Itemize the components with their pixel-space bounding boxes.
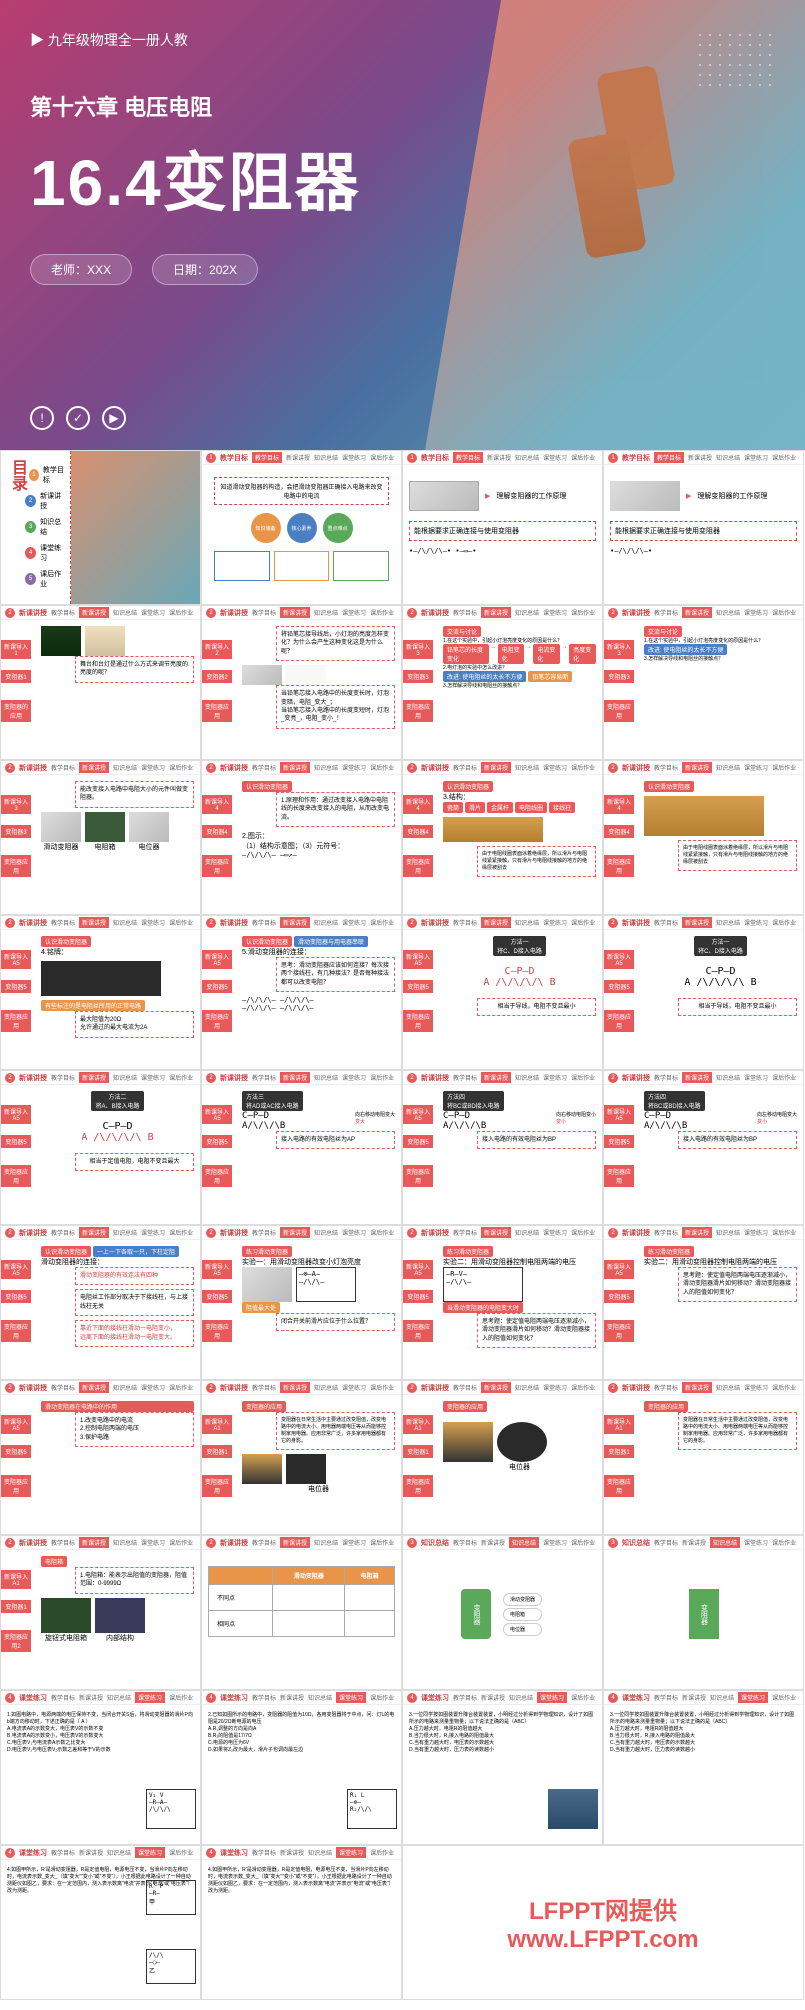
slide-13: 2新课讲授教学目标新课讲授知识总结课堂练习课后作业 新课导入A5变阻器5变阻器应…	[402, 915, 603, 1070]
toc-slide: 目录 1 教学目标 2 新课讲授 3 知识总结 4 课堂练习 5 课后作业	[0, 450, 201, 605]
slide-10b: 2新课讲授教学目标新课讲授知识总结课堂练习课后作业 新课导入4变阻器4变阻器应用…	[603, 760, 804, 915]
slide-6: 2新课讲授教学目标新课讲授知识总结课堂练习课后作业 新课导入2变阻器2变阻器应用…	[201, 605, 402, 760]
slide-22: 2新课讲授教学目标新课讲授知识总结课堂练习课后作业 新课导入A1变阻器1变阻器应…	[0, 1535, 201, 1690]
slide-17: 2新课讲授教学目标新课讲授知识总结课堂练习课后作业 新课导入A5变阻器5变阻器应…	[0, 1225, 201, 1380]
slide-5: 2新课讲授教学目标新课讲授知识总结课堂练习课后作业 新课导入1 变阻器1 变阻器…	[0, 605, 201, 760]
slide-11: 2新课讲授教学目标新课讲授知识总结课堂练习课后作业 新课导入A5变阻器5变阻器应…	[0, 915, 201, 1070]
slide-4b: 1教学目标教学目标新课讲授知识总结课堂练习课后作业 ▶ 理解变阻器的工作原理 能…	[603, 450, 804, 605]
slide-20: 2新课讲授教学目标新课讲授知识总结课堂练习课后作业 新课导入A5变阻器5变阻器应…	[0, 1380, 201, 1535]
slide-10: 2新课讲授教学目标新课讲授知识总结课堂练习课后作业 新课导入4变阻器4变阻器应用…	[402, 760, 603, 915]
toc-num-3: 3	[25, 521, 36, 533]
slide-9: 2新课讲授教学目标新课讲授知识总结课堂练习课后作业 新课导入4变阻器4变阻器应用…	[201, 760, 402, 915]
slide-12: 2新课讲授教学目标新课讲授知识总结课堂练习课后作业 新课导入A5变阻器5变阻器应…	[201, 915, 402, 1070]
lesson-title: 16.4变阻器	[30, 132, 775, 224]
toc-num-4: 4	[25, 547, 36, 559]
course-tag: 九年级物理全一册人教	[30, 30, 775, 50]
toc-label-1: 教学目标	[43, 465, 66, 485]
slide-7: 2新课讲授教学目标新课讲授知识总结课堂练习课后作业 新课导入3变阻器3变阻器应用…	[402, 605, 603, 760]
toc-label-4: 课堂练习	[40, 543, 66, 563]
footer-line1: LFPPT网提供	[529, 1891, 677, 1926]
play-icon: ▶	[102, 406, 126, 430]
date-pill: 日期：202X	[152, 254, 258, 285]
goal-text: 知道滑动变阻器的构造，会把滑动变阻器正确接入电路来改变电路中的电流	[214, 477, 389, 505]
slide-7b: 2新课讲授教学目标新课讲授知识总结课堂练习课后作业 新课导入3变阻器3变阻器应用…	[603, 605, 804, 760]
toc-image	[71, 451, 200, 604]
slide-4: 1教学目标教学目标新课讲授知识总结课堂练习课后作业 ▶ 理解变阻器的工作原理 能…	[402, 450, 603, 605]
slide-27b: 4课堂练习教学目标新课讲授知识总结课堂练习课后作业 3.一位同学按如图装置升降台…	[603, 1690, 804, 1845]
slide-26: 4课堂练习教学目标新课讲授知识总结课堂练习课后作业 2.已知如图所示的电路中，变…	[201, 1690, 402, 1845]
toc-label-5: 课后作业	[40, 569, 66, 589]
slide-14: 2新课讲授教学目标新课讲授知识总结课堂练习课后作业 新课导入A5变阻器5变阻器应…	[0, 1070, 201, 1225]
slide-28b: 4课堂练习教学目标新课讲授知识总结课堂练习课后作业 4.如图甲所示，R′是滑动变…	[201, 1845, 402, 2000]
slide-18: 2新课讲授教学目标新课讲授知识总结课堂练习课后作业 新课导入A5变阻器5变阻器应…	[201, 1225, 402, 1380]
slide-21b: 2新课讲授教学目标新课讲授知识总结课堂练习课后作业 新课导入A1变阻器1变阻器应…	[402, 1380, 603, 1535]
footer-slide: LFPPT网提供 www.LFPPT.com	[402, 1845, 804, 2000]
chapter-label: 第十六章 电压电阻	[30, 90, 775, 122]
toc-num-1: 1	[29, 469, 39, 481]
slide-8: 2新课讲授教学目标新课讲授知识总结课堂练习课后作业 新课导入3变阻器3变阻器应用…	[0, 760, 201, 915]
slide-25: 4课堂练习教学目标新课讲授知识总结课堂练习课后作业 1.如图电路中，电源两端的电…	[0, 1690, 201, 1845]
slide-28: 4课堂练习教学目标新课讲授知识总结课堂练习课后作业 4.如图甲所示，R′是滑动变…	[0, 1845, 201, 2000]
slide-grid: 目录 1 教学目标 2 新课讲授 3 知识总结 4 课堂练习 5 课后作业 1教学目标教学…	[0, 450, 805, 2000]
footer-line2: www.LFPPT.com	[507, 1926, 698, 1954]
slide-23: 2新课讲授教学目标新课讲授知识总结课堂练习课后作业 滑动变阻器电阻箱 不同点 相…	[201, 1535, 402, 1690]
hero-slide: 九年级物理全一册人教 第十六章 电压电阻 16.4变阻器 老师：XXX 日期：2…	[0, 0, 805, 450]
slide-27: 4课堂练习教学目标新课讲授知识总结课堂练习课后作业 3.一位同学按如图装置升降台…	[402, 1690, 603, 1845]
slide-16b: 2新课讲授教学目标新课讲授知识总结课堂练习课后作业 新课导入A5变阻器5变阻器应…	[603, 1070, 804, 1225]
slide-19: 2新课讲授教学目标新课讲授知识总结课堂练习课后作业 新课导入A5变阻器5变阻器应…	[402, 1225, 603, 1380]
slide-21: 2新课讲授教学目标新课讲授知识总结课堂练习课后作业 新课导入A1变阻器1变阻器应…	[201, 1380, 402, 1535]
toc-label-3: 知识总结	[40, 517, 66, 537]
check-icon: ✓	[66, 406, 90, 430]
slide-24b: 3知识总结教学目标新课讲授知识总结课堂练习课后作业 变阻器	[603, 1535, 804, 1690]
toc-num-2: 2	[25, 495, 36, 507]
teacher-pill: 老师：XXX	[30, 254, 132, 285]
slide-24: 3知识总结教学目标新课讲授知识总结课堂练习课后作业 变阻器 滑动变阻器 电阻箱 …	[402, 1535, 603, 1690]
toc-num-5: 5	[25, 573, 36, 585]
slide-13b: 2新课讲授教学目标新课讲授知识总结课堂练习课后作业 新课导入A5变阻器5变阻器应…	[603, 915, 804, 1070]
slide-16: 2新课讲授教学目标新课讲授知识总结课堂练习课后作业 新课导入A5变阻器5变阻器应…	[402, 1070, 603, 1225]
slide-19b: 2新课讲授教学目标新课讲授知识总结课堂练习课后作业 新课导入A5变阻器5变阻器应…	[603, 1225, 804, 1380]
slide-21c: 2新课讲授教学目标新课讲授知识总结课堂练习课后作业 新课导入A1变阻器1变阻器应…	[603, 1380, 804, 1535]
exclaim-icon: !	[30, 406, 54, 430]
slide-3: 1教学目标教学目标新课讲授知识总结课堂练习课后作业 知道滑动变阻器的构造，会把滑…	[201, 450, 402, 605]
slide-15: 2新课讲授教学目标新课讲授知识总结课堂练习课后作业 新课导入A5变阻器5变阻器应…	[201, 1070, 402, 1225]
toc-label-2: 新课讲授	[40, 491, 66, 511]
toc-heading: 目录	[5, 459, 29, 491]
